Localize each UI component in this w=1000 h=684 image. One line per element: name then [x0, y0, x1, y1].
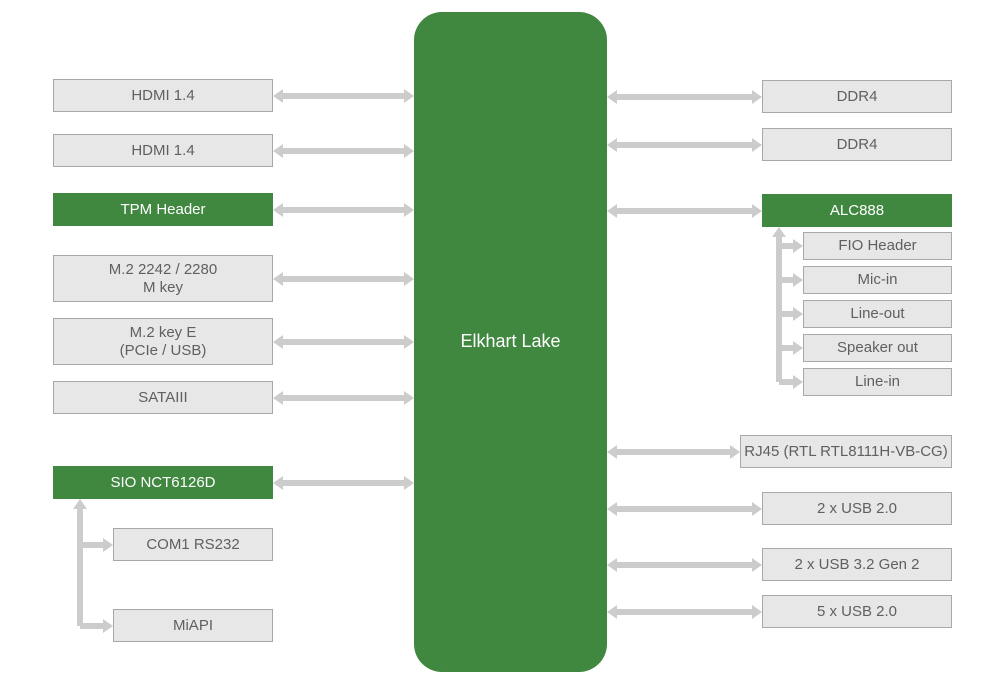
connector-layer	[0, 0, 1000, 684]
